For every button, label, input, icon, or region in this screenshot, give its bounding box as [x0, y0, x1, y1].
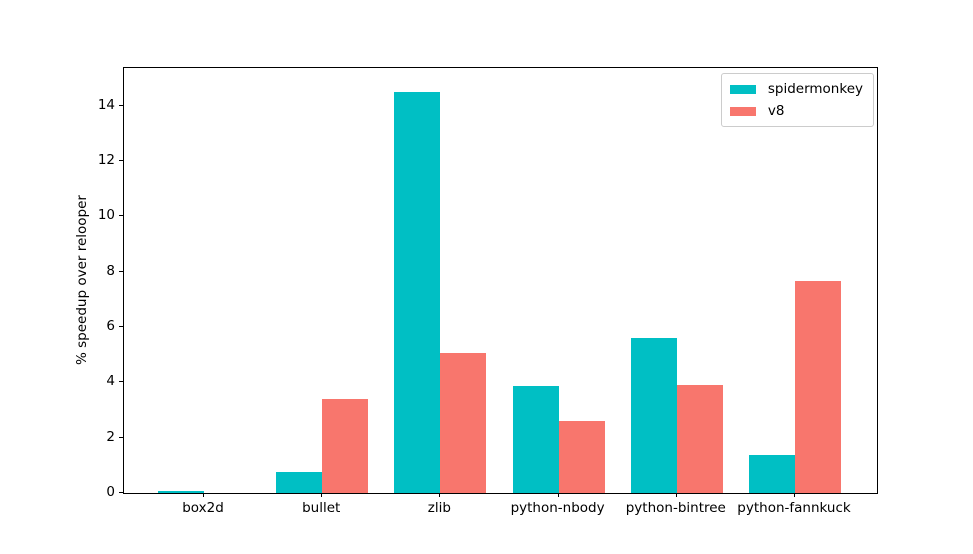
legend-label-v8: v8 [767, 103, 785, 119]
x-tick-label-python-fannkuck: python-fannkuck [737, 500, 851, 516]
x-tick-bullet [321, 493, 323, 497]
bar-spidermonkey-python-bintree [630, 337, 677, 493]
x-tick-label-python-bintree: python-bintree [625, 500, 726, 516]
legend-label-spidermonkey: spidermonkey [767, 81, 863, 97]
y-tick-label-0: 0 [106, 484, 115, 500]
y-tick-label-2: 2 [106, 428, 115, 445]
y-tick-2 [119, 436, 123, 438]
x-tick-python-fannkuck [794, 493, 795, 497]
y-tick-6 [119, 325, 123, 327]
y-tick-label-12: 12 [97, 151, 115, 168]
bar-spidermonkey-zlib [394, 91, 441, 493]
y-tick-label-8: 8 [106, 262, 115, 279]
bar-v8-python-fannkuck [795, 281, 841, 493]
y-tick-label-4: 4 [106, 373, 115, 390]
legend-swatch-spidermonkey [729, 84, 756, 94]
legend-item-v8: v8 [729, 103, 863, 119]
legend-item-spidermonkey: spidermonkey [729, 81, 863, 97]
x-tick-python-bintree [675, 493, 677, 497]
x-tick-label-bullet: bullet [302, 500, 341, 516]
y-tick-8 [119, 270, 123, 272]
x-tick-zlib [439, 493, 441, 497]
x-tick-label-python-nbody: python-nbody [510, 500, 605, 516]
y-tick-label-10: 10 [97, 207, 115, 224]
legend: spidermonkey v8 [720, 73, 874, 127]
y-tick-label-14: 14 [97, 96, 115, 113]
x-tick-label-box2d: box2d [182, 500, 224, 516]
y-tick-0 [119, 492, 123, 493]
y-tick-10 [119, 215, 123, 217]
bar-spidermonkey-python-fannkuck [749, 454, 795, 493]
bar-v8-bullet [322, 398, 369, 493]
bar-spidermonkey-box2d [158, 490, 204, 493]
y-tick-14 [119, 104, 123, 106]
bar-spidermonkey-bullet [276, 472, 323, 493]
plot-area: spidermonkey v8 [123, 67, 878, 494]
y-tick-12 [119, 159, 123, 161]
bar-spidermonkey-python-nbody [512, 386, 559, 493]
x-tick-label-zlib: zlib [427, 500, 451, 516]
legend-swatch-v8 [729, 106, 756, 116]
y-tick-label-6: 6 [106, 317, 115, 334]
bar-v8-python-bintree [676, 385, 723, 493]
x-tick-python-nbody [557, 493, 559, 497]
bar-v8-zlib [440, 353, 487, 493]
x-tick-box2d [203, 493, 204, 497]
bar-v8-python-nbody [558, 421, 605, 493]
y-tick-4 [119, 381, 123, 383]
